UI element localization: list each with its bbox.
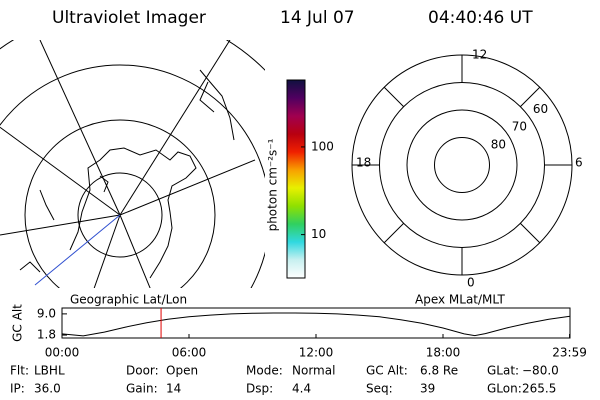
geographic-map [0,40,265,288]
y-axis-label: GC Alt [11,304,25,342]
field-value: Open [166,364,198,378]
time: 04:40:46 UT [428,8,533,28]
field-value: −80.0 [522,364,559,378]
footer: Flt: LBHL Door: Open Mode: Normal GC Alt: 6.8 R… [10,364,559,396]
field-value: 14 [166,382,181,396]
lat-label: 70 [512,120,527,134]
y-tick-label: 9.0 [37,306,56,320]
orbit-track [34,214,121,286]
y-tick-label: 1.8 [37,328,56,342]
field-value: 265.5 [522,382,556,396]
lat-circle [434,137,490,193]
polar-plot: 60 70 80 12 0 18 6 [351,48,583,290]
x-tick-label: 06:00 [172,346,207,360]
field-value: 39 [420,382,435,396]
x-tick-label: 12:00 [299,346,334,360]
field-label: Dsp: [246,382,273,396]
field-label: Mode: [246,364,283,378]
mlt-label: 0 [467,276,475,290]
mlt-label: 6 [575,156,583,170]
lat-label: 60 [533,102,548,116]
colorbar-label: photon cm⁻²s⁻¹ [266,138,280,231]
title: Ultraviolet Imager [52,8,206,28]
field-value: Normal [292,364,335,378]
colorbar-scale [286,79,306,279]
x-tick-label: 18:00 [426,346,461,360]
mlt-label: 12 [472,48,487,62]
field-value: 36.0 [34,382,61,396]
right-caption: Apex MLat/MLT [415,293,505,307]
x-tick-label: 23:59 [552,346,587,360]
lat-label: 80 [491,137,506,151]
timeline-frame [61,307,571,339]
field-label: IP: [10,382,25,396]
colorbar-tick-label: 100 [311,139,334,153]
colorbar-tick-label: 10 [311,227,326,241]
field-label: GLat: [487,364,519,378]
field-label: GC Alt: [366,364,408,378]
altitude-line [61,312,571,337]
field-label: Flt: [10,364,29,378]
colorbar: 10 100 photon cm⁻²s⁻¹ [266,79,334,279]
date: 14 Jul 07 [280,8,355,28]
mlt-label: 18 [356,156,371,170]
timeline: Geographic Lat/Lon Apex MLat/MLT GC Alt 9.0… [11,293,587,360]
field-label: Gain: [126,382,158,396]
field-label: Seq: [366,382,393,396]
x-tick-label: 00:00 [45,346,80,360]
field-value: LBHL [34,364,65,378]
field-label: Door: [126,364,159,378]
field-value: 4.4 [292,382,311,396]
field-label: GLon: [487,382,522,396]
left-caption: Geographic Lat/Lon [70,293,187,307]
field-value: 6.8 Re [420,364,458,378]
